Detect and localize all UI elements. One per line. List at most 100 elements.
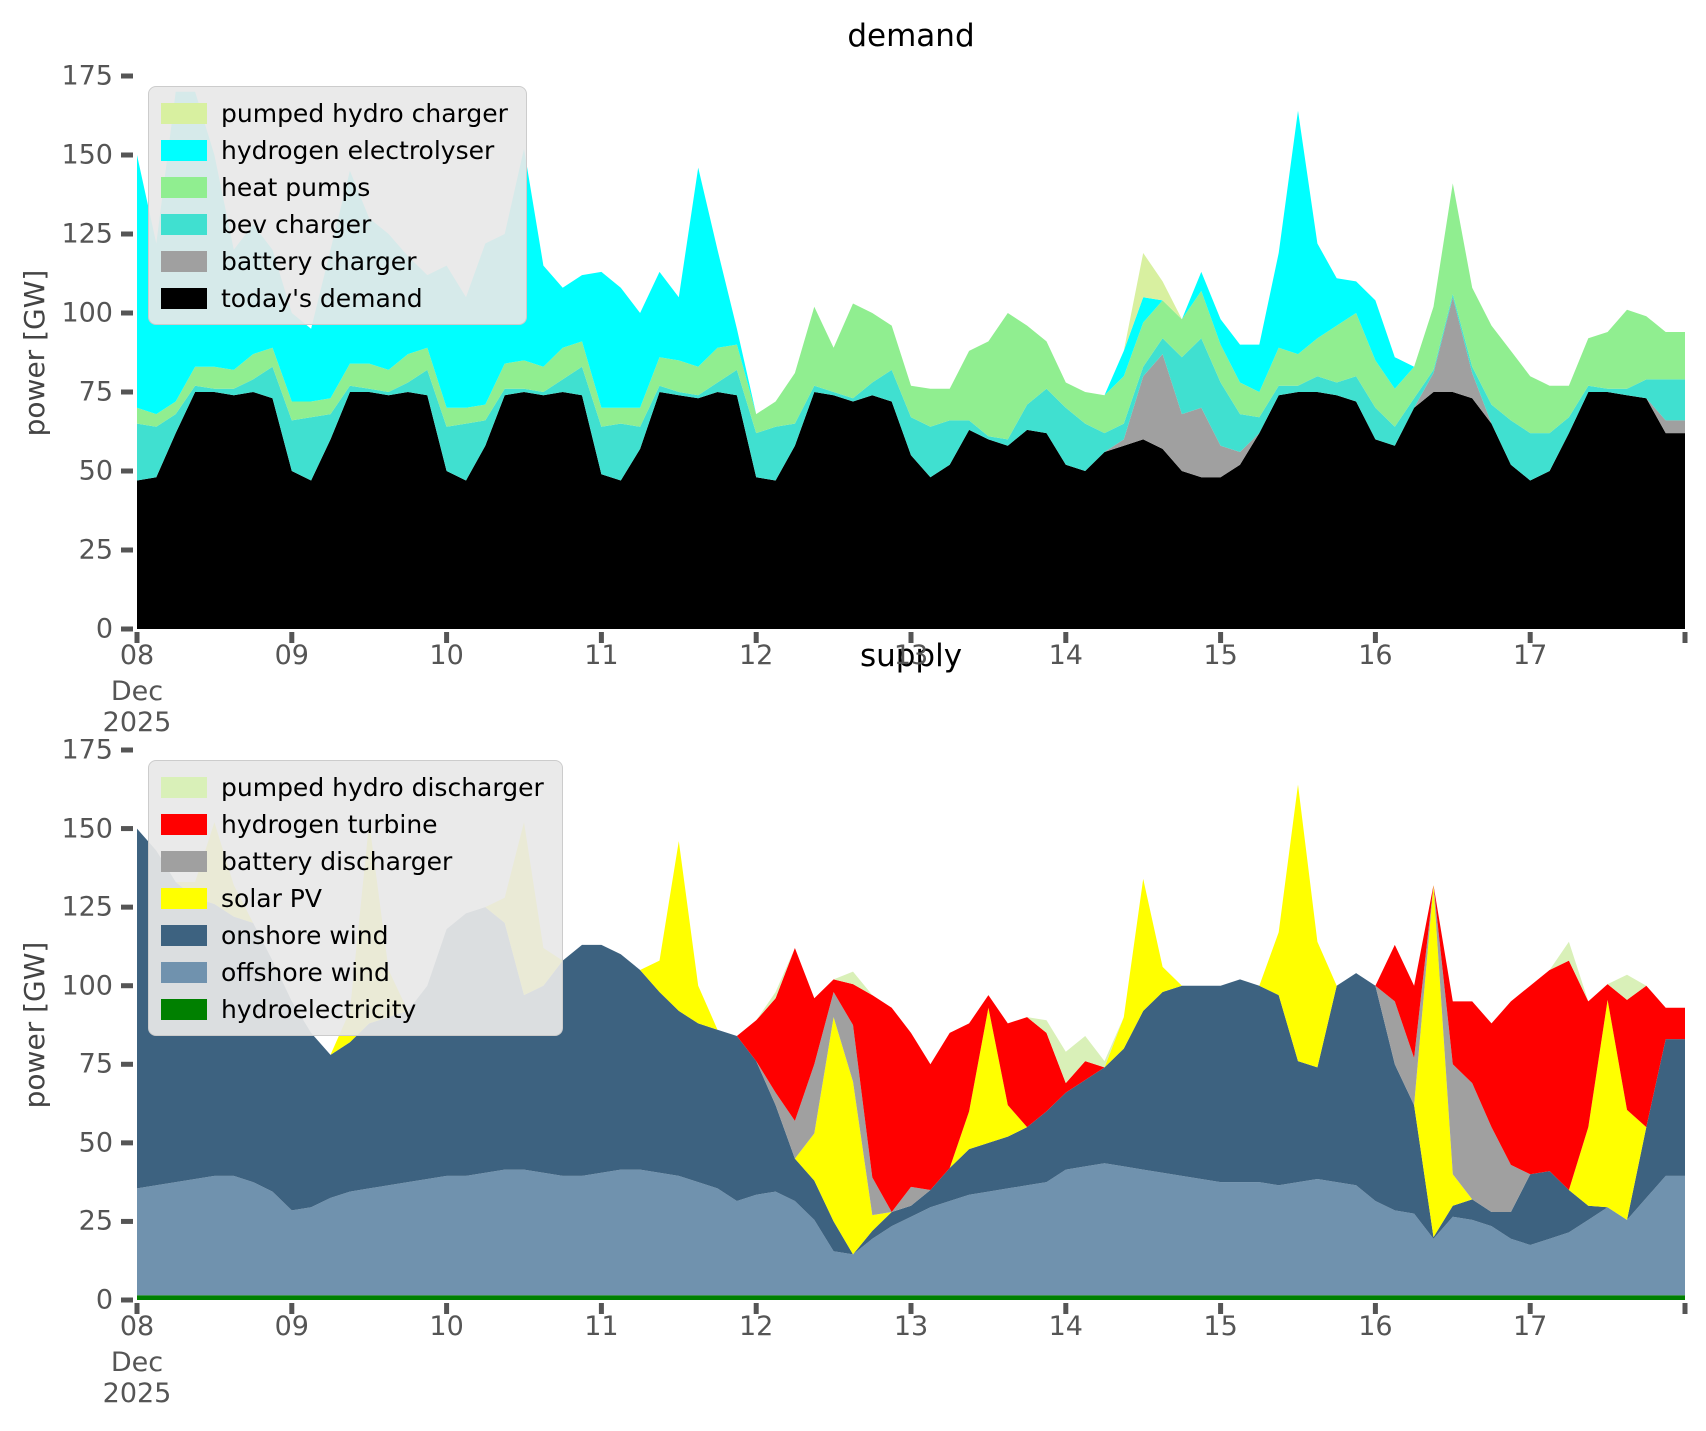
x-axis-sublabel: Dec: [110, 1347, 164, 1378]
y-tick-mark: [121, 747, 133, 753]
legend-item-pumped-hydro-charger: pumped hydro charger: [161, 97, 508, 129]
y-tick-label: 75: [78, 376, 113, 408]
x-tick-label: 15: [1203, 1311, 1238, 1342]
series-hydroelectricity: [137, 1295, 1685, 1300]
y-tick-label: 125: [61, 218, 113, 250]
x-tick-mark: [598, 632, 604, 643]
legend-item-onshore-wind: onshore wind: [161, 919, 544, 951]
x-tick-mark: [753, 1303, 759, 1314]
x-tick-mark: [289, 632, 295, 643]
x-tick-label: 17: [1513, 1311, 1548, 1342]
legend-item-heat-pumps: heat pumps: [161, 171, 508, 203]
legend-swatch-heat-pumps-icon: [161, 176, 207, 198]
x-tick-mark: [1063, 632, 1069, 643]
legend-item-offshore-wind: offshore wind: [161, 956, 544, 988]
legend-label: heat pumps: [221, 172, 371, 202]
supply-legend: pumped hydro discharger hydrogen turbine b…: [148, 760, 563, 1036]
x-axis-sublabel: 2025: [102, 1378, 172, 1409]
x-tick-label: 13: [893, 1311, 929, 1342]
x-tick-label: 13: [893, 640, 929, 671]
legend-swatch-solar-pv-icon: [161, 887, 207, 909]
x-tick-mark: [444, 1303, 450, 1314]
y-tick-label: 75: [78, 1048, 113, 1080]
legend-swatch-battery-charger-icon: [161, 250, 207, 272]
legend-item-today-s-demand: today's demand: [161, 282, 508, 314]
x-tick-label: 16: [1358, 640, 1393, 671]
x-tick-mark: [444, 632, 450, 643]
x-tick-label: 16: [1358, 1311, 1393, 1342]
y-tick-label: 125: [61, 891, 113, 923]
y-tick-label: 25: [78, 1205, 113, 1237]
legend-swatch-today-s-demand-icon: [161, 287, 207, 309]
x-tick-label: 15: [1203, 640, 1238, 671]
legend-label: solar PV: [221, 883, 322, 913]
legend-item-pumped-hydro-discharger: pumped hydro discharger: [161, 771, 544, 803]
x-tick-label: 09: [274, 1311, 309, 1342]
y-tick-mark: [121, 1297, 133, 1303]
x-tick-label: 12: [739, 1311, 774, 1342]
legend-label: onshore wind: [221, 920, 389, 950]
x-tick-mark: [1063, 1303, 1069, 1314]
y-tick-label: 150: [61, 813, 113, 845]
y-tick-label: 150: [61, 139, 113, 171]
x-tick-label: 14: [1048, 1311, 1083, 1342]
legend-swatch-offshore-wind-icon: [161, 961, 207, 983]
y-tick-label: 100: [61, 297, 113, 329]
demand-legend: pumped hydro charger hydrogen electrolyse…: [148, 86, 527, 325]
legend-swatch-hydroelectricity-icon: [161, 998, 207, 1020]
y-tick-mark: [121, 626, 133, 632]
y-tick-label: 0: [95, 1284, 113, 1316]
x-tick-mark: [1372, 632, 1378, 643]
x-tick-mark: [134, 1303, 140, 1314]
series-today-s-demand: [137, 392, 1685, 629]
demand-chart-title: demand: [847, 18, 975, 54]
legend-label: hydroelectricity: [221, 994, 417, 1024]
y-tick-mark: [121, 152, 133, 158]
x-tick-label: 09: [274, 640, 309, 671]
y-tick-label: 0: [95, 613, 113, 645]
y-tick-mark: [121, 1218, 133, 1224]
x-tick-mark: [598, 1303, 604, 1314]
legend-label: pumped hydro charger: [221, 98, 508, 128]
x-tick-label: 11: [584, 640, 619, 671]
x-tick-mark: [289, 1303, 295, 1314]
legend-label: battery discharger: [221, 846, 453, 876]
legend-swatch-pumped-hydro-charger-icon: [161, 102, 207, 124]
legend-item-battery-charger: battery charger: [161, 245, 508, 277]
x-axis-sublabel: Dec: [110, 676, 164, 707]
legend-swatch-pumped-hydro-discharger-icon: [161, 776, 207, 798]
legend-swatch-onshore-wind-icon: [161, 924, 207, 946]
y-tick-mark: [121, 310, 133, 316]
y-tick-mark: [121, 1061, 133, 1067]
legend-label: battery charger: [221, 246, 417, 276]
legend-label: today's demand: [221, 283, 423, 313]
x-tick-label: 10: [429, 640, 464, 671]
legend-item-hydrogen-electrolyser: hydrogen electrolyser: [161, 134, 508, 166]
supply-y-axis-label: power [GW]: [18, 941, 51, 1109]
legend-swatch-hydrogen-electrolyser-icon: [161, 139, 207, 161]
x-tick-mark: [1682, 1303, 1688, 1314]
legend-label: hydrogen electrolyser: [221, 135, 495, 165]
y-tick-mark: [121, 389, 133, 395]
y-tick-mark: [121, 73, 133, 79]
y-tick-mark: [121, 231, 133, 237]
series-offshore-wind: [137, 1163, 1685, 1296]
x-tick-label: 10: [429, 1311, 464, 1342]
x-tick-mark: [1682, 632, 1688, 643]
x-tick-mark: [908, 1303, 914, 1314]
y-tick-mark: [121, 468, 133, 474]
legend-swatch-hydrogen-turbine-icon: [161, 813, 207, 835]
x-tick-label: 12: [739, 640, 774, 671]
x-tick-mark: [908, 632, 914, 643]
supply-chart-title: supply: [859, 638, 963, 674]
legend-label: hydrogen turbine: [221, 809, 438, 839]
legend-item-battery-discharger: battery discharger: [161, 845, 544, 877]
y-tick-mark: [121, 826, 133, 832]
series-onshore-wind: [137, 828, 1685, 1255]
legend-item-hydroelectricity: hydroelectricity: [161, 993, 544, 1025]
legend-label: offshore wind: [221, 957, 390, 987]
series-heat-pumps: [137, 183, 1685, 440]
y-tick-label: 50: [78, 455, 113, 487]
